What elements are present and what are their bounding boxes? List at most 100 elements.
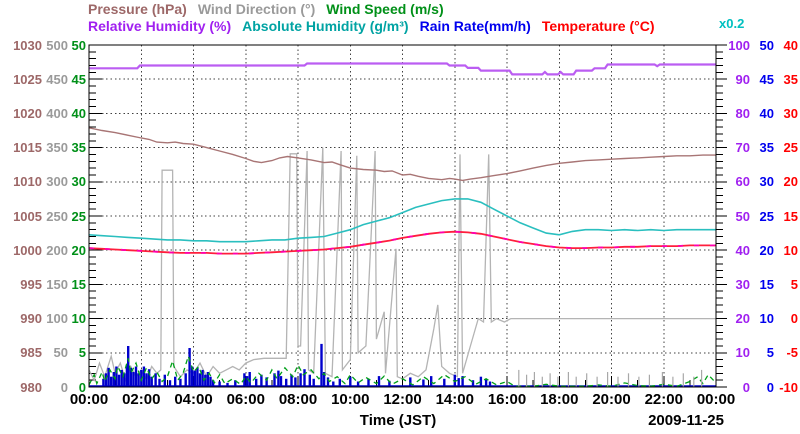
y-axis-label-wind-speed: 20 xyxy=(71,242,86,258)
series-absolute_humidity xyxy=(88,198,716,243)
y-axis-label-wind-speed: 50 xyxy=(71,37,86,53)
y-axis-label-wind-direction: 150 xyxy=(46,276,68,292)
x-axis-label: 14:00 xyxy=(435,391,474,408)
y-axis-label-pressure: 1025 xyxy=(13,71,42,87)
y-axis-label-wind-speed: 35 xyxy=(71,140,86,156)
y-axis-label-pressure: 1020 xyxy=(13,105,42,121)
y-axis-label-relative-humidity: 30 xyxy=(735,276,750,292)
chart-date: 2009-11-25 xyxy=(648,412,724,429)
y-axis-label-wind-direction: 450 xyxy=(46,71,68,87)
series-pressure xyxy=(88,127,716,182)
legend-row-1: Pressure (hPa) Wind Direction (°) Wind Spe… xyxy=(88,2,444,17)
y-axis-label-temperature: 40 xyxy=(783,37,798,53)
x-axis-label: 02:00 xyxy=(122,391,161,408)
y-axis-label-wind-direction: 250 xyxy=(46,208,68,224)
y-axis-label-relative-humidity: 20 xyxy=(735,311,750,327)
x-axis-label: 08:00 xyxy=(278,391,318,408)
y-axis-label-relative-humidity: 70 xyxy=(735,140,750,156)
x-axis-label: 20:00 xyxy=(592,391,631,408)
y-axis-label-wind-direction: 300 xyxy=(46,174,68,190)
y-axis-label-pressure: 1030 xyxy=(13,37,42,53)
y-axis-label-rain-rate: 30 xyxy=(759,174,774,190)
y-axis-label-wind-direction: 350 xyxy=(46,140,68,156)
x-axis-label: 16:00 xyxy=(487,391,527,408)
x-axis-label: 00:00 xyxy=(69,391,109,408)
y-axis-label-temperature: -5 xyxy=(786,345,798,361)
x-axis-label: 22:00 xyxy=(644,391,683,408)
legend-item-temperature: Temperature (°C) xyxy=(541,18,655,34)
y-axis-label-pressure: 990 xyxy=(20,311,42,327)
series-relative_humidity xyxy=(89,62,716,76)
y-axis-label-temperature: -10 xyxy=(779,379,798,395)
y-axis-label-temperature: 35 xyxy=(783,71,798,87)
y-axis-label-wind-direction: 100 xyxy=(46,311,68,327)
y-axis-label-wind-speed: 45 xyxy=(71,71,86,87)
y-axis-label-wind-direction: 200 xyxy=(46,242,68,258)
y-axis-label-temperature: 15 xyxy=(783,208,798,224)
y-axis-label-temperature: 20 xyxy=(783,174,798,190)
y-axis-label-rain-rate: 50 xyxy=(759,37,774,53)
y-axis-label-pressure: 1000 xyxy=(13,242,42,258)
y-axis-label-temperature: 0 xyxy=(790,311,798,327)
y-axis-label-wind-speed: 25 xyxy=(71,208,86,224)
y-axis-label-temperature: 25 xyxy=(783,140,798,156)
y-axis-label-wind-direction: 50 xyxy=(53,345,68,361)
y-axis-label-wind-speed: 0 xyxy=(78,379,86,395)
y-axis-label-wind-speed: 40 xyxy=(71,105,86,121)
series-wind_speed xyxy=(88,354,717,387)
y-axis-label-wind-speed: 10 xyxy=(71,311,86,327)
y-axis-label-pressure: 980 xyxy=(20,379,42,395)
y-axis-label-pressure: 995 xyxy=(20,276,42,292)
y-axis-label-pressure: 1005 xyxy=(13,208,42,224)
y-axis-label-temperature: 5 xyxy=(790,276,798,292)
legend-item-pressure: Pressure (hPa) xyxy=(88,1,187,17)
y-axis-label-pressure: 985 xyxy=(20,345,42,361)
y-axis-label-rain-rate: 40 xyxy=(759,105,774,121)
legend-item-relative-humidity: Relative Humidity (%) xyxy=(88,18,232,34)
y-axis-label-pressure: 1010 xyxy=(13,174,42,190)
y-axis-label-wind-speed: 30 xyxy=(71,174,86,190)
y-axis-label-rain-rate: 20 xyxy=(759,242,774,258)
y-axis-label-rain-rate: 45 xyxy=(759,71,774,87)
y-axis-label-pressure: 1015 xyxy=(13,140,42,156)
y-axis-label-relative-humidity: 50 xyxy=(735,208,750,224)
y-axis-label-rain-rate: 15 xyxy=(759,276,774,292)
x-axis-label: 04:00 xyxy=(174,391,213,408)
y-axis-label-wind-direction: 500 xyxy=(46,37,68,53)
y-axis-label-wind-speed: 15 xyxy=(71,276,86,292)
y-axis-label-temperature: 30 xyxy=(783,105,798,121)
y-axis-label-wind-direction: 400 xyxy=(46,105,68,121)
scale-note: x0.2 xyxy=(719,16,745,31)
y-axis-label-relative-humidity: 60 xyxy=(735,174,750,190)
y-axis-label-rain-rate: 0 xyxy=(766,379,774,395)
y-axis-label-temperature: 10 xyxy=(783,242,798,258)
y-axis-label-relative-humidity: 40 xyxy=(735,242,750,258)
y-axis-label-wind-speed: 5 xyxy=(78,345,86,361)
y-axis-label-rain-rate: 5 xyxy=(766,345,774,361)
y-axis-label-rain-rate: 35 xyxy=(759,140,774,156)
series-temperature xyxy=(88,230,716,255)
y-axis-label-rain-rate: 10 xyxy=(759,311,774,327)
x-axis-label: 06:00 xyxy=(226,391,265,408)
y-axis-label-wind-direction: 0 xyxy=(60,379,68,395)
series-wind_direction xyxy=(88,147,716,383)
legend-item-wind-direction: Wind Direction (°) xyxy=(197,1,316,17)
x-axis-label: 12:00 xyxy=(383,391,422,408)
legend-item-rain-rate: Rain Rate(mm/h) xyxy=(419,18,531,34)
y-axis-label-relative-humidity: 10 xyxy=(735,345,750,361)
legend-row-2: Relative Humidity (%) Absolute Humidity (… xyxy=(88,19,655,34)
y-axis-label-relative-humidity: 80 xyxy=(735,105,750,121)
legend-item-absolute-humidity: Absolute Humidity (g/m³) xyxy=(242,18,409,34)
x-axis-title: Time (JST) xyxy=(359,412,437,429)
y-axis-label-relative-humidity: 100 xyxy=(728,37,750,53)
y-axis-label-relative-humidity: 0 xyxy=(742,379,750,395)
x-axis-label: 18:00 xyxy=(540,391,579,408)
x-axis-label: 10:00 xyxy=(331,391,370,408)
series-wind_direction_calm_ticks xyxy=(518,369,703,387)
y-axis-label-rain-rate: 25 xyxy=(759,208,774,224)
x-axis-label: 00:00 xyxy=(696,391,736,408)
y-axis-label-relative-humidity: 90 xyxy=(735,71,750,87)
legend-item-wind-speed: Wind Speed (m/s) xyxy=(326,1,444,17)
